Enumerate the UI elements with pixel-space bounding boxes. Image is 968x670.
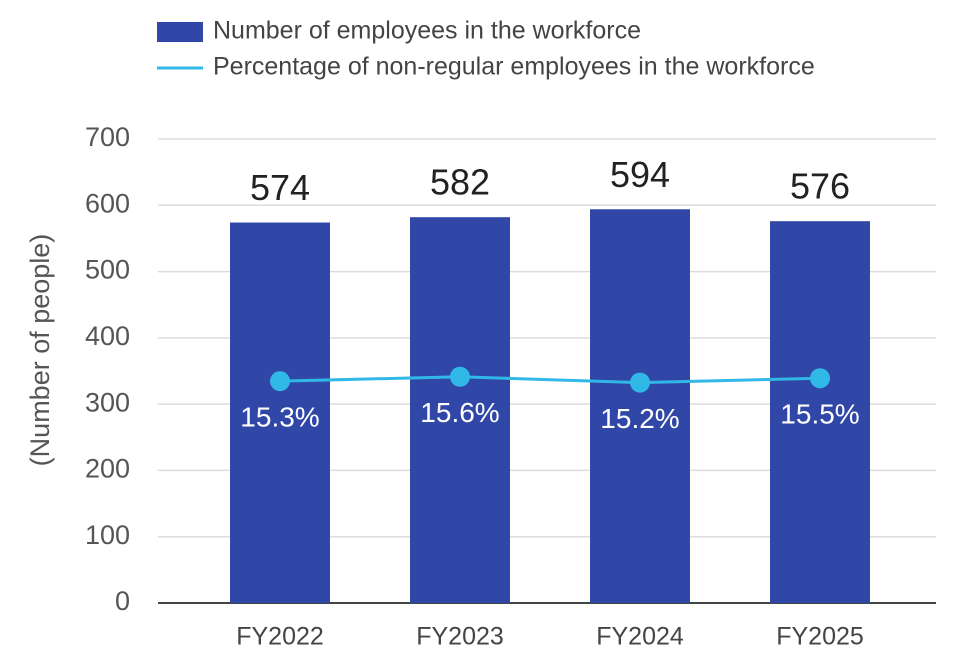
legend-swatch — [157, 22, 203, 42]
line-value-label: 15.2% — [600, 403, 679, 434]
y-tick-label: 600 — [85, 188, 130, 218]
y-tick-label: 100 — [85, 520, 130, 550]
line-value-label: 15.6% — [420, 397, 499, 428]
bar — [770, 221, 870, 604]
bar-value-label: 574 — [250, 167, 310, 208]
bar-value-label: 582 — [430, 162, 490, 203]
bar — [230, 222, 330, 603]
y-tick-label: 0 — [115, 586, 130, 616]
bar-value-label: 594 — [610, 154, 670, 195]
bar — [410, 217, 510, 603]
legend-label: Number of employees in the workforce — [213, 17, 641, 45]
line-point — [270, 371, 290, 392]
y-tick-label: 400 — [85, 321, 130, 351]
line-value-label: 15.3% — [240, 402, 319, 433]
x-tick-label: FY2024 — [596, 623, 684, 651]
legend-label: Percentage of non-regular employees in t… — [213, 53, 815, 81]
bar — [590, 209, 690, 603]
x-tick-label: FY2025 — [776, 623, 864, 651]
line-point — [450, 366, 470, 387]
y-axis-label: (Number of people) — [25, 234, 55, 467]
y-tick-label: 700 — [85, 122, 130, 152]
line-point — [810, 368, 830, 389]
x-tick-label: FY2022 — [236, 623, 324, 651]
line-point — [630, 372, 650, 393]
y-tick-label: 500 — [85, 255, 130, 285]
x-tick-label: FY2023 — [416, 623, 504, 651]
line-value-label: 15.5% — [780, 399, 859, 430]
line — [279, 375, 821, 385]
y-tick-label: 200 — [85, 454, 130, 484]
bar-value-label: 576 — [790, 166, 850, 207]
y-tick-label: 300 — [85, 387, 130, 417]
